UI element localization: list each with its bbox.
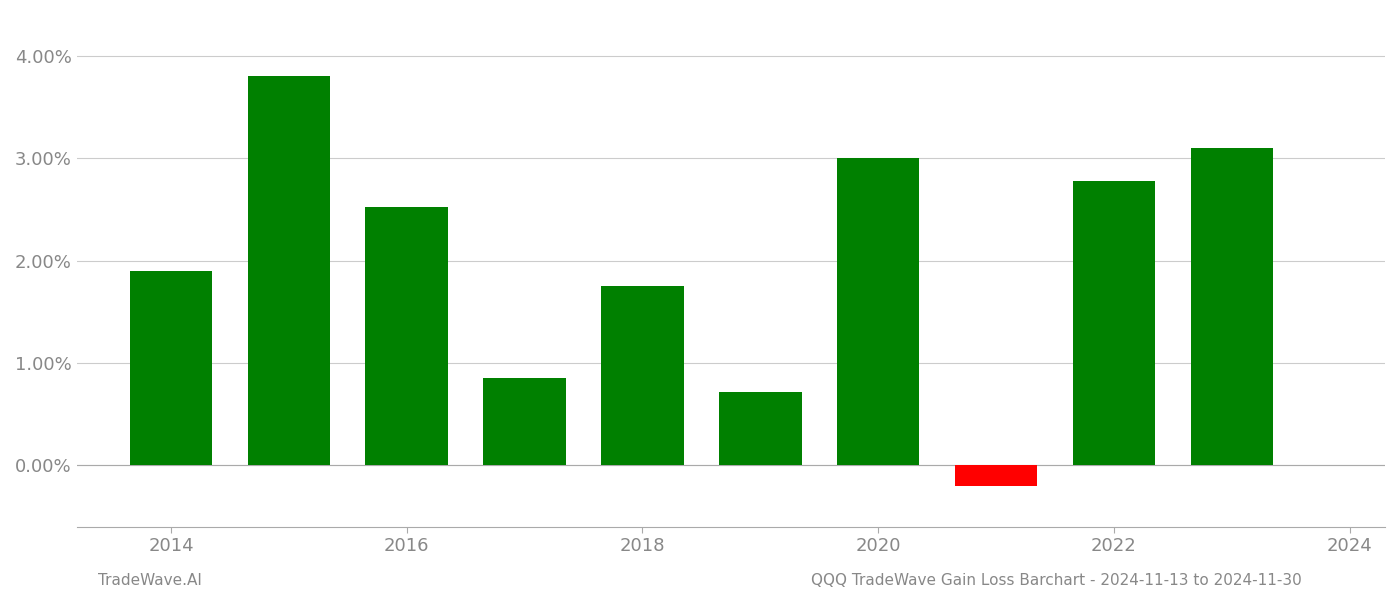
Bar: [483, 378, 566, 465]
Bar: [837, 158, 920, 465]
Bar: [248, 76, 330, 465]
Bar: [130, 271, 213, 465]
Text: TradeWave.AI: TradeWave.AI: [98, 573, 202, 588]
Bar: [720, 392, 802, 465]
Bar: [955, 465, 1037, 485]
Bar: [601, 286, 683, 465]
Bar: [1190, 148, 1273, 465]
Bar: [1072, 181, 1155, 465]
Text: QQQ TradeWave Gain Loss Barchart - 2024-11-13 to 2024-11-30: QQQ TradeWave Gain Loss Barchart - 2024-…: [811, 573, 1302, 588]
Bar: [365, 208, 448, 465]
